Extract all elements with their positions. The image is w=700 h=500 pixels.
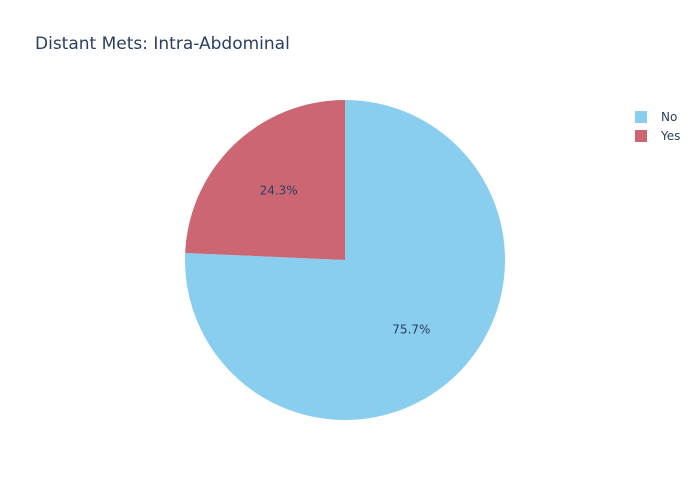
- pie-slice-label-yes: 24.3%: [260, 184, 298, 198]
- legend-item-yes[interactable]: Yes: [635, 126, 680, 145]
- legend-label-yes: Yes: [661, 128, 681, 143]
- pie-slice-label-no: 75.7%: [392, 322, 430, 336]
- pie-slice-yes[interactable]: [185, 100, 345, 260]
- legend-swatch-yes: [635, 129, 647, 142]
- legend-item-no[interactable]: No: [635, 107, 680, 126]
- legend-swatch-no: [635, 110, 647, 123]
- legend-label-no: No: [661, 109, 678, 124]
- legend: No Yes: [635, 107, 680, 145]
- chart-title: Distant Mets: Intra-Abdominal: [35, 34, 290, 54]
